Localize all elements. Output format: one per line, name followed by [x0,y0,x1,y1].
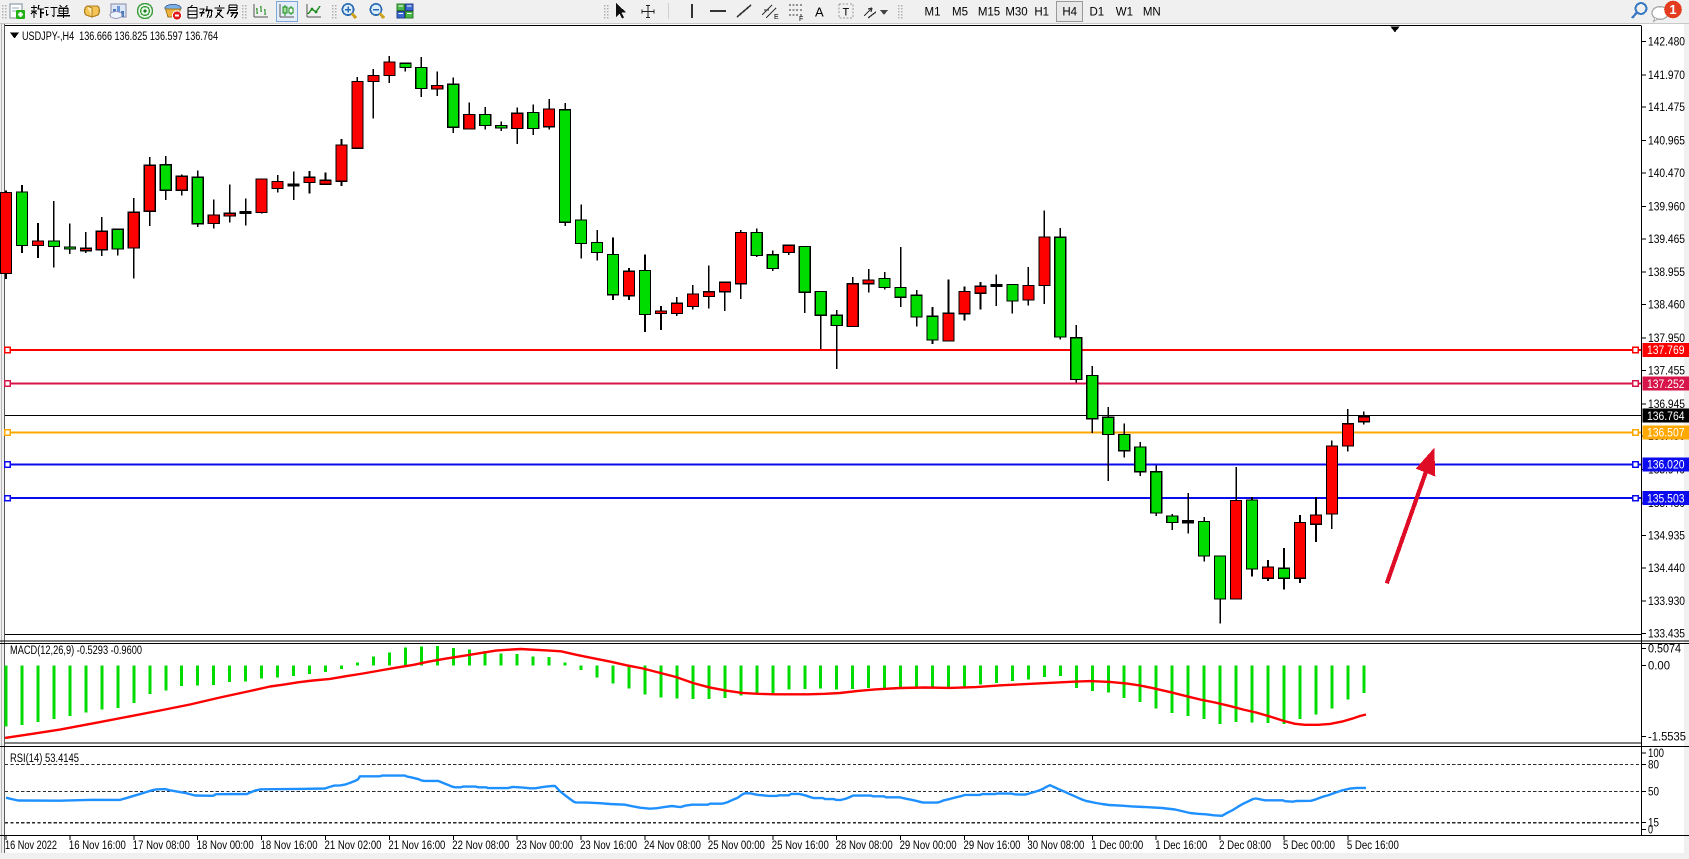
svg-text:137.455: 137.455 [1648,365,1685,377]
svg-text:29 Nov 16:00: 29 Nov 16:00 [964,840,1021,852]
svg-text:1 Dec 00:00: 1 Dec 00:00 [1091,840,1143,852]
svg-text:22 Nov 08:00: 22 Nov 08:00 [452,840,509,852]
svg-text:0.00: 0.00 [1648,661,1670,673]
svg-text:M5: M5 [952,7,968,19]
svg-text:A: A [815,5,824,20]
svg-text:23 Nov 16:00: 23 Nov 16:00 [580,840,637,852]
svg-text:D1: D1 [1089,7,1104,19]
svg-text:18 Nov 00:00: 18 Nov 00:00 [197,840,254,852]
svg-text:21 Nov 02:00: 21 Nov 02:00 [325,840,382,852]
svg-text:139.465: 139.465 [1648,234,1685,246]
svg-text:25 Nov 16:00: 25 Nov 16:00 [772,840,829,852]
svg-text:M15: M15 [978,7,1000,19]
svg-text:138.955: 138.955 [1648,267,1685,279]
svg-text:29 Nov 00:00: 29 Nov 00:00 [900,840,957,852]
svg-text:15: 15 [1648,818,1659,830]
svg-text:141.475: 141.475 [1648,102,1685,114]
svg-text:23 Nov 00:00: 23 Nov 00:00 [516,840,573,852]
svg-text:H1: H1 [1034,7,1049,19]
svg-text:24 Nov 08:00: 24 Nov 08:00 [644,840,701,852]
svg-text:139.960: 139.960 [1648,201,1685,213]
svg-text:2 Dec 08:00: 2 Dec 08:00 [1219,840,1271,852]
svg-text:137.950: 137.950 [1648,333,1685,345]
svg-text:16 Nov 2022: 16 Nov 2022 [5,840,57,852]
svg-text:80: 80 [1648,760,1659,772]
svg-text:M30: M30 [1005,7,1027,19]
svg-text:135.503: 135.503 [1647,493,1685,505]
svg-text:50: 50 [1648,786,1659,798]
svg-text:18 Nov 16:00: 18 Nov 16:00 [261,840,318,852]
svg-text:0.5074: 0.5074 [1648,644,1682,656]
svg-text:25 Nov 00:00: 25 Nov 00:00 [708,840,765,852]
svg-text:F: F [799,16,803,23]
svg-text:136.764: 136.764 [1647,411,1685,423]
svg-text:140.470: 140.470 [1648,168,1685,180]
svg-text:16 Nov 16:00: 16 Nov 16:00 [69,840,126,852]
svg-text:MACD(12,26,9) -0.5293 -0.9600: MACD(12,26,9) -0.5293 -0.9600 [10,645,142,657]
svg-text:142.480: 142.480 [1648,36,1685,48]
svg-text:5 Dec 16:00: 5 Dec 16:00 [1347,840,1399,852]
svg-text:100: 100 [1648,748,1664,760]
svg-text:1: 1 [1669,2,1676,17]
svg-text:136.945: 136.945 [1648,399,1685,411]
svg-text:17 Nov 08:00: 17 Nov 08:00 [133,840,190,852]
svg-text:-1.5535: -1.5535 [1648,732,1686,744]
svg-text:1 Dec 16:00: 1 Dec 16:00 [1155,840,1207,852]
svg-text:RSI(14) 53.4145: RSI(14) 53.4145 [10,753,79,765]
svg-text:0: 0 [1648,825,1653,837]
svg-text:MN: MN [1143,7,1161,19]
svg-text:E: E [774,14,779,21]
svg-text:133.435: 133.435 [1648,629,1685,641]
svg-text:136.020: 136.020 [1647,460,1685,472]
svg-text:W1: W1 [1116,7,1133,19]
svg-text:30 Nov 08:00: 30 Nov 08:00 [1027,840,1084,852]
svg-text:138.460: 138.460 [1648,300,1685,312]
svg-text:T: T [843,7,850,19]
svg-text:141.970: 141.970 [1648,70,1685,82]
svg-text:137.769: 137.769 [1647,345,1685,357]
svg-text:134.440: 134.440 [1648,563,1685,575]
svg-text:137.252: 137.252 [1647,379,1685,391]
svg-text:M1: M1 [925,7,941,19]
svg-text:21 Nov 16:00: 21 Nov 16:00 [388,840,445,852]
svg-text:136.507: 136.507 [1647,428,1685,440]
svg-text:133.930: 133.930 [1648,596,1685,608]
svg-text:USDJPY-,H4 136.666 136.825 13: USDJPY-,H4 136.666 136.825 136.597 136.7… [22,31,218,43]
svg-text:28 Nov 08:00: 28 Nov 08:00 [836,840,893,852]
svg-text:140.965: 140.965 [1648,136,1685,148]
svg-text:134.935: 134.935 [1648,530,1685,542]
svg-text:H4: H4 [1062,7,1077,19]
svg-text:5 Dec 00:00: 5 Dec 00:00 [1283,840,1335,852]
